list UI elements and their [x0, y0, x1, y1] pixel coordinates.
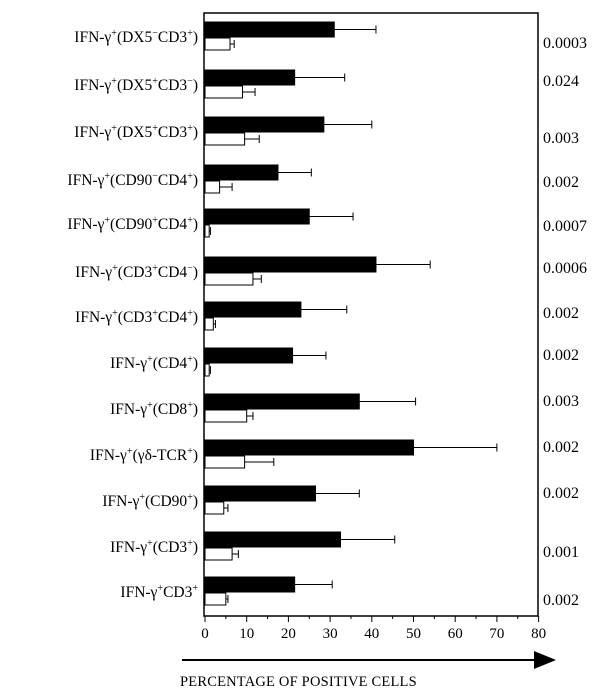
- bar-black: [204, 301, 302, 318]
- bar-white: [204, 363, 210, 377]
- p-value: 0.003: [543, 393, 579, 410]
- bar-black: [204, 256, 377, 273]
- bar-black: [204, 164, 279, 181]
- x-axis-label: PERCENTAGE OF POSITIVE CELLS: [180, 674, 417, 690]
- p-value: 0.002: [543, 439, 579, 456]
- bar-white: [204, 501, 225, 515]
- bar-white: [204, 317, 214, 331]
- x-tick-label: 40: [364, 626, 379, 642]
- category-label: IFN-γ+CD3+: [120, 583, 198, 602]
- p-value: 0.002: [543, 592, 579, 609]
- bar-white: [204, 85, 244, 99]
- p-value: 0.0003: [543, 35, 587, 52]
- x-tick-label: 80: [531, 626, 546, 642]
- p-value: 0.002: [543, 485, 579, 502]
- x-tick-label: 20: [281, 626, 296, 642]
- bar-black: [204, 116, 325, 133]
- bars-group: [204, 21, 498, 606]
- bar-black: [204, 69, 296, 86]
- bar-white: [204, 272, 254, 286]
- category-label: IFN-γ+(CD3+CD4+): [75, 308, 198, 327]
- bar-white: [204, 592, 227, 606]
- p-value: 0.002: [543, 347, 579, 364]
- category-label: IFN-γ+(γδ-TCR+): [89, 446, 198, 465]
- category-label: IFN-γ+(DX5−CD3+): [74, 28, 198, 47]
- p-value: 0.003: [543, 130, 579, 147]
- plot-frame: [203, 12, 539, 617]
- x-axis-arrow: [182, 651, 556, 669]
- bar-black: [204, 576, 296, 593]
- bar-white: [204, 455, 246, 469]
- p-value: 0.024: [543, 73, 579, 90]
- category-label: IFN-γ+(CD4+): [110, 354, 198, 373]
- p-value: 0.002: [543, 305, 579, 322]
- x-tick-label: 50: [406, 626, 421, 642]
- x-tick-label: 0: [201, 626, 209, 642]
- p-value: 0.0006: [543, 260, 587, 277]
- category-label: IFN-γ+(CD90+CD4+): [67, 215, 198, 234]
- bar-black: [204, 21, 335, 38]
- bar-black: [204, 393, 360, 410]
- category-label: IFN-γ+(CD3+): [110, 538, 198, 557]
- bar-black: [204, 485, 317, 502]
- bar-white: [204, 409, 248, 423]
- category-label: IFN-γ+(DX5+CD3−): [74, 76, 198, 95]
- category-label: IFN-γ+(CD90+): [102, 492, 198, 511]
- x-tick-label: 10: [239, 626, 254, 642]
- bar-white: [204, 180, 221, 194]
- bar-white: [204, 224, 210, 238]
- bar-black: [204, 439, 414, 456]
- category-label: IFN-γ+(CD3+CD4−): [75, 263, 198, 282]
- category-label: IFN-γ+(CD8+): [110, 400, 198, 419]
- bar-white: [204, 132, 246, 146]
- bar-black: [204, 531, 342, 548]
- bar-white: [204, 547, 233, 561]
- category-label: IFN-γ+(CD90−CD4+): [67, 171, 198, 190]
- p-value: 0.002: [543, 174, 579, 191]
- x-tick-label: 70: [489, 626, 504, 642]
- bar-black: [204, 347, 294, 364]
- p-value: 0.001: [543, 544, 579, 561]
- x-tick-label: 30: [323, 626, 338, 642]
- x-tick-label: 60: [448, 626, 463, 642]
- p-value: 0.0007: [543, 218, 587, 235]
- category-label: IFN-γ+(DX5+CD3+): [74, 123, 198, 142]
- bar-white: [204, 37, 231, 51]
- bar-black: [204, 208, 310, 225]
- x-axis-ticks: 0 10 20 30 40 50 60 70 80: [201, 616, 546, 642]
